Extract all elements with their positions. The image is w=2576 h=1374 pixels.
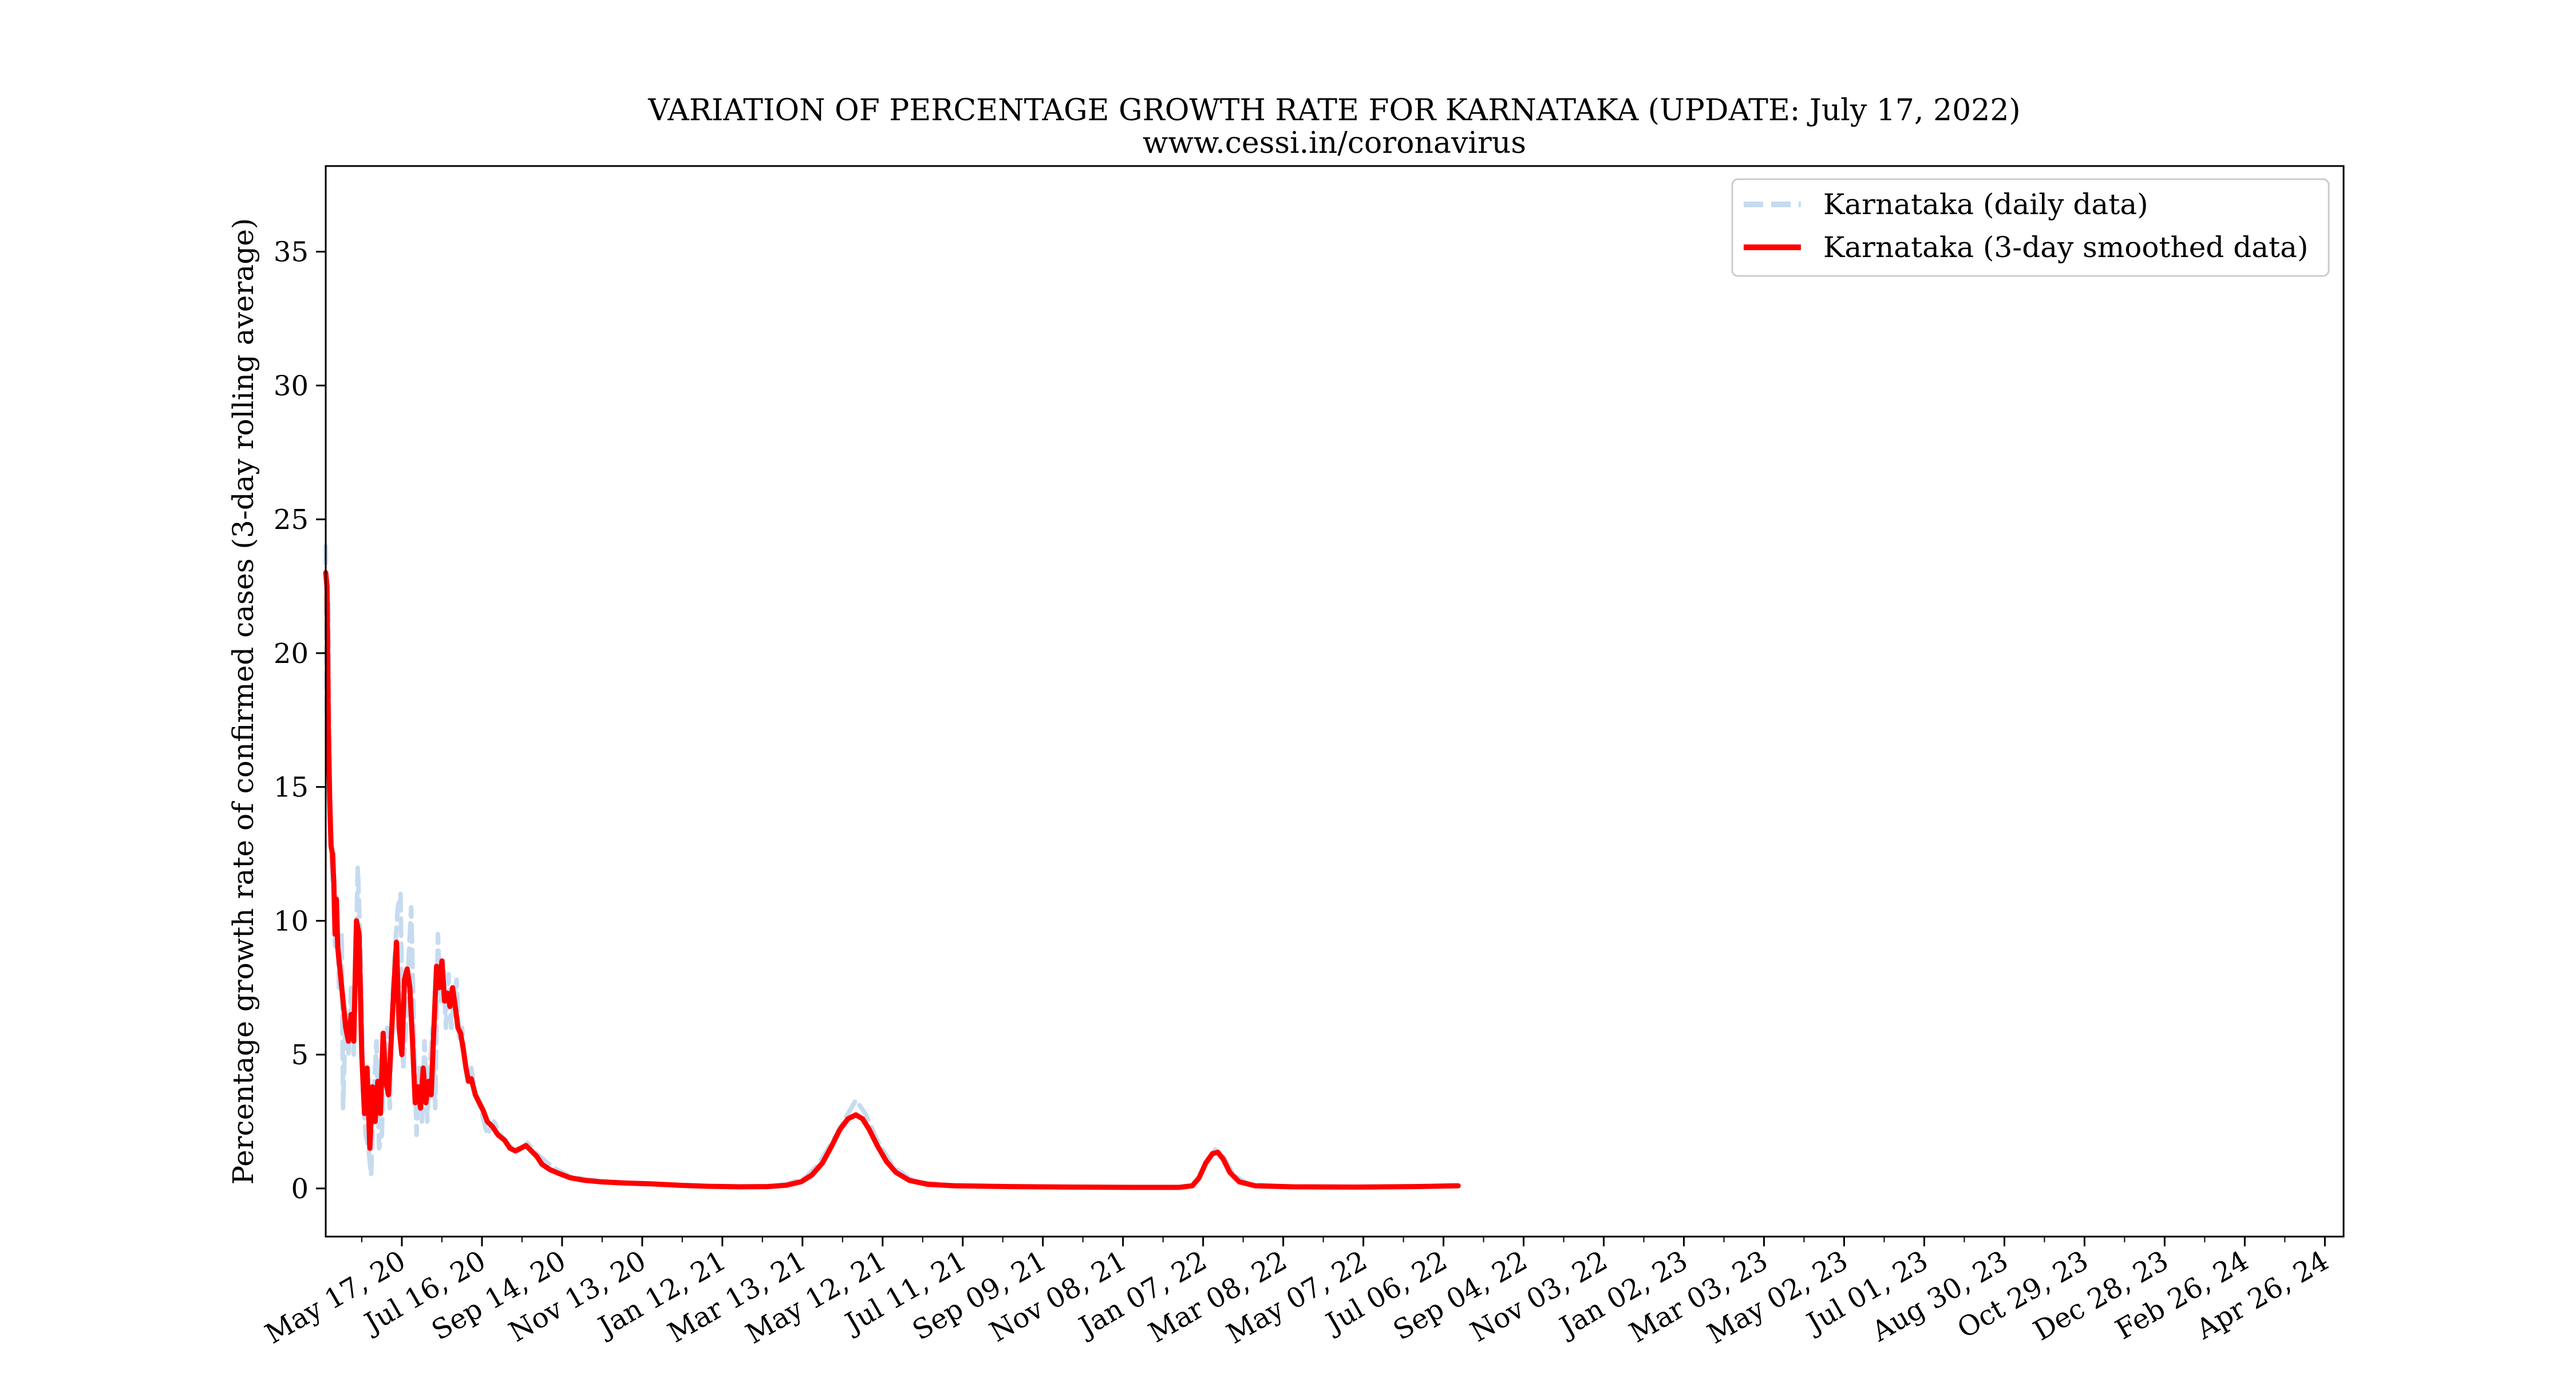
chart-subtitle: www.cessi.in/coronavirus — [1143, 126, 1526, 160]
series-layer — [323, 543, 1461, 1190]
y-tick-label: 10 — [274, 905, 309, 937]
legend: Karnataka (daily data) Karnataka (3-day … — [1731, 178, 2330, 277]
y-tick-label: 30 — [274, 370, 309, 402]
series-line-smoothed — [323, 570, 1461, 1190]
y-axis-label: Percentage growth rate of confirmed case… — [227, 218, 260, 1185]
y-tick-label: 20 — [274, 638, 309, 670]
legend-label-daily: Karnataka (daily data) — [1823, 188, 2148, 221]
chart-title: VARIATION OF PERCENTAGE GROWTH RATE FOR … — [647, 93, 2020, 128]
y-axis: 0 5 10 15 20 25 30 35 — [274, 236, 326, 1205]
legend-label-smoothed: Karnataka (3-day smoothed data) — [1823, 231, 2308, 264]
legend-box — [1731, 178, 2330, 277]
plot-frame — [325, 165, 2345, 1238]
y-tick-label: 25 — [274, 504, 309, 536]
y-tick-label: 0 — [291, 1173, 309, 1205]
y-tick-label: 35 — [274, 236, 309, 269]
y-tick-label: 5 — [291, 1039, 309, 1071]
y-tick-label: 15 — [274, 772, 309, 804]
